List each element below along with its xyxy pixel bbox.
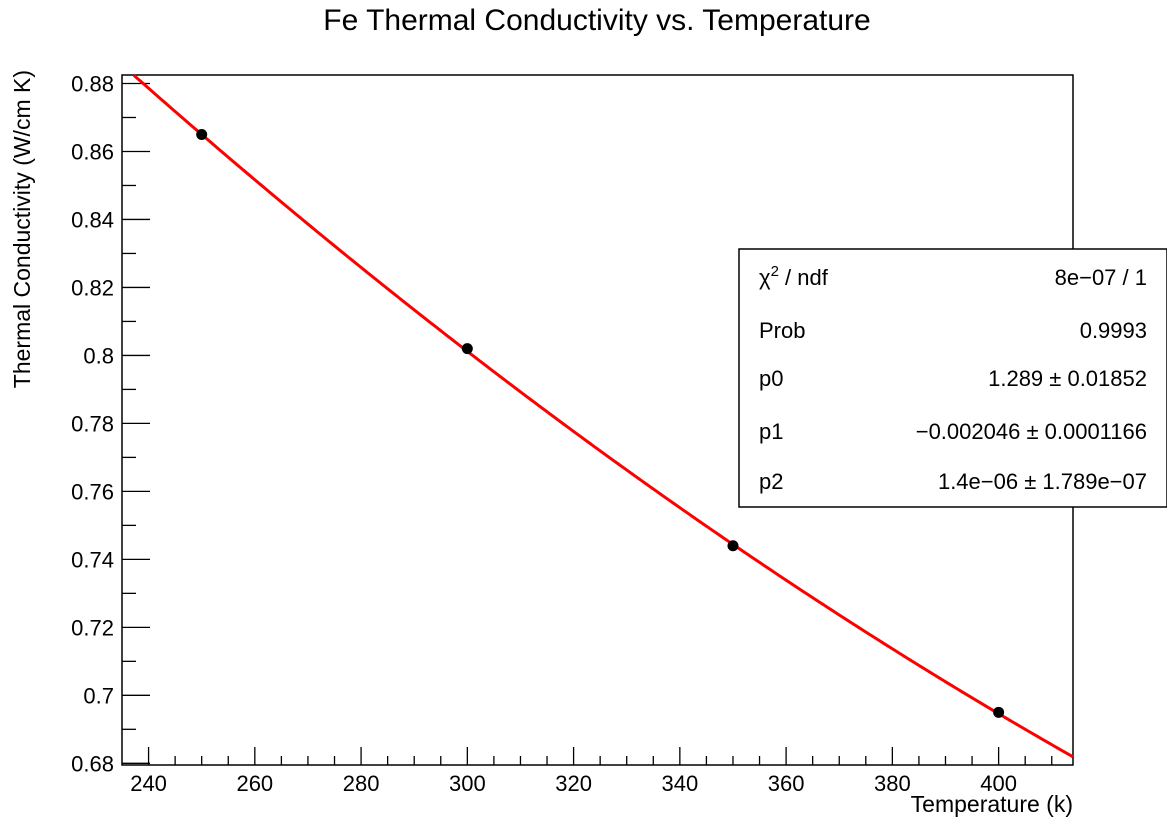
y-tick-label: 0.7 xyxy=(83,683,114,708)
stats-label-p2: p2 xyxy=(759,469,783,494)
fit-curve xyxy=(132,74,1074,759)
stats-label-p1: p1 xyxy=(759,419,783,444)
x-axis: 240 260 280 300 320 340 360 380 400 xyxy=(130,747,1053,796)
y-tick-label: 0.72 xyxy=(71,615,114,640)
data-points xyxy=(196,128,1005,718)
stats-value-p0: 1.289 ± 0.01852 xyxy=(988,366,1147,391)
stats-value-p1: −0.002046 ± 0.0001166 xyxy=(916,419,1147,444)
y-tick-label: 0.86 xyxy=(71,139,114,164)
stats-value-prob: 0.9993 xyxy=(1080,318,1147,343)
data-point xyxy=(461,343,473,355)
stats-box-frame xyxy=(738,248,1167,508)
stats-label-chi2: χ2 / ndf xyxy=(759,263,829,290)
data-point xyxy=(196,128,208,140)
stats-label-p0: p0 xyxy=(759,366,783,391)
y-tick-label: 0.76 xyxy=(71,479,114,504)
x-tick-label: 360 xyxy=(768,771,805,796)
stats-label-prob: Prob xyxy=(759,318,805,343)
stats-value-chi2: 8e−07 / 1 xyxy=(1055,265,1147,290)
y-tick-label: 0.68 xyxy=(71,751,114,776)
x-tick-label: 260 xyxy=(236,771,273,796)
x-tick-label: 340 xyxy=(661,771,698,796)
y-axis-label: Thermal Conductivity (W/cm K) xyxy=(9,70,35,388)
y-tick-label: 0.84 xyxy=(71,207,114,232)
y-tick-label: 0.78 xyxy=(71,411,114,436)
fit-stats-box: χ2 / ndf 8e−07 / 1 Prob 0.9993 p0 1.289 … xyxy=(738,248,1167,508)
y-tick-label: 0.88 xyxy=(71,71,114,96)
y-tick-label: 0.82 xyxy=(71,275,114,300)
x-tick-label: 380 xyxy=(874,771,911,796)
x-tick-label: 320 xyxy=(555,771,592,796)
chart-title: Fe Thermal Conductivity vs. Temperature xyxy=(323,4,870,37)
stats-value-p2: 1.4e−06 ± 1.789e−07 xyxy=(938,469,1147,494)
y-axis: 0.68 0.7 0.72 0.74 0.76 0.78 0.8 0.82 0.84 0.86 0.… xyxy=(71,71,150,776)
data-point xyxy=(993,706,1005,718)
data-point xyxy=(727,540,739,552)
y-tick-label: 0.74 xyxy=(71,547,114,572)
x-tick-label: 300 xyxy=(449,771,486,796)
y-tick-label: 0.8 xyxy=(83,343,114,368)
x-axis-label: Temperature (k) xyxy=(911,791,1073,817)
x-tick-label: 400 xyxy=(980,771,1017,796)
x-tick-label: 280 xyxy=(343,771,380,796)
x-tick-label: 240 xyxy=(130,771,167,796)
